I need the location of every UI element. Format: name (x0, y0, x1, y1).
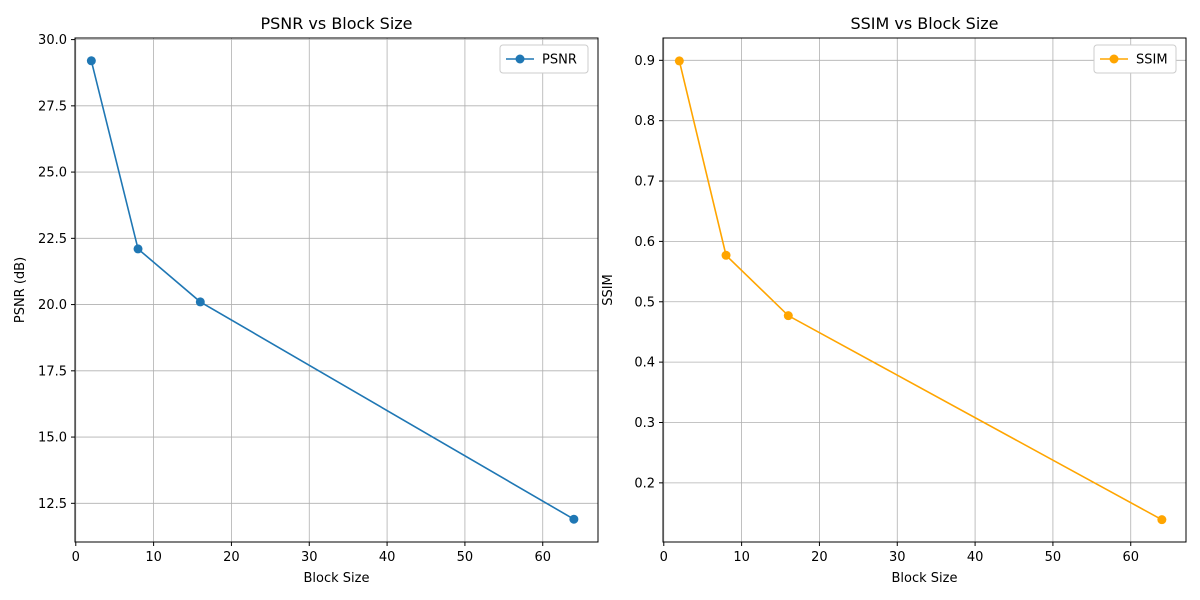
y-tick-label: 25.0 (38, 166, 67, 181)
x-tick-label: 10 (145, 550, 162, 565)
legend-marker (1109, 54, 1119, 64)
chart-title: PSNR vs Block Size (260, 14, 412, 33)
legend: PSNR (499, 44, 589, 74)
y-axis-label: PSNR (dB) (13, 257, 28, 323)
x-axis-label: Block Size (892, 571, 958, 586)
y-tick-label: 0.2 (634, 476, 655, 491)
y-tick-label: 17.5 (38, 364, 67, 379)
data-point (133, 244, 143, 254)
y-tick-label: 27.5 (38, 99, 67, 114)
x-axis-label: Block Size (304, 571, 370, 586)
y-tick-label: 22.5 (38, 232, 67, 247)
axes-frame (74, 37, 599, 543)
x-tick-label: 40 (967, 550, 984, 565)
y-tick-label: 30.0 (38, 33, 67, 48)
axes-frame (662, 37, 1187, 543)
x-tick-label: 50 (1045, 550, 1062, 565)
x-tick-label: 10 (733, 550, 750, 565)
y-tick-label: 0.9 (634, 54, 655, 69)
x-tick-label: 40 (379, 550, 396, 565)
y-tick-label: 15.0 (38, 431, 67, 446)
x-tick-label: 60 (534, 550, 551, 565)
y-tick-label: 0.8 (634, 114, 655, 129)
chart-panel-2: 0 10 20 30 40 50 60 0.2 0.3 0.4 0.5 0.6 0.7 0.8 0.9 SSI… (601, 14, 1187, 586)
data-point (86, 56, 96, 66)
y-tick-label: 0.5 (634, 295, 655, 310)
legend-label: SSIM (1136, 53, 1168, 68)
x-tick-label: 60 (1122, 550, 1139, 565)
y-tick-label: 12.5 (38, 497, 67, 512)
y-tick-label: 0.3 (634, 416, 655, 431)
y-axis-label: SSIM (601, 274, 616, 306)
legend-box (499, 44, 589, 74)
data-point (783, 311, 793, 321)
y-tick-label: 0.4 (634, 356, 655, 371)
data-point (569, 514, 579, 524)
chart-panel-1: 0 10 20 30 40 50 60 12.5 15.0 17.5 20.0 22.5 25.0 27.… (13, 14, 599, 586)
legend: SSIM (1093, 44, 1177, 74)
data-point (674, 56, 684, 66)
y-tick-label: 0.7 (634, 175, 655, 190)
series-line-ssim (678, 60, 1163, 521)
x-tick-label: 30 (889, 550, 906, 565)
x-tick-label: 20 (223, 550, 240, 565)
x-tick-label: 0 (660, 550, 668, 565)
x-tick-label: 50 (457, 550, 474, 565)
x-tick-label: 30 (301, 550, 318, 565)
data-point (721, 250, 731, 260)
series-line-psnr (90, 60, 575, 520)
x-tick-label: 0 (72, 550, 80, 565)
legend-label: PSNR (542, 53, 577, 68)
legend-box (1093, 44, 1177, 74)
data-point (195, 297, 205, 307)
legend-marker (515, 54, 525, 64)
y-tick-label: 0.6 (634, 235, 655, 250)
data-point (1157, 515, 1167, 525)
chart-title: SSIM vs Block Size (850, 14, 998, 33)
y-tick-label: 20.0 (38, 298, 67, 313)
x-tick-label: 20 (811, 550, 828, 565)
